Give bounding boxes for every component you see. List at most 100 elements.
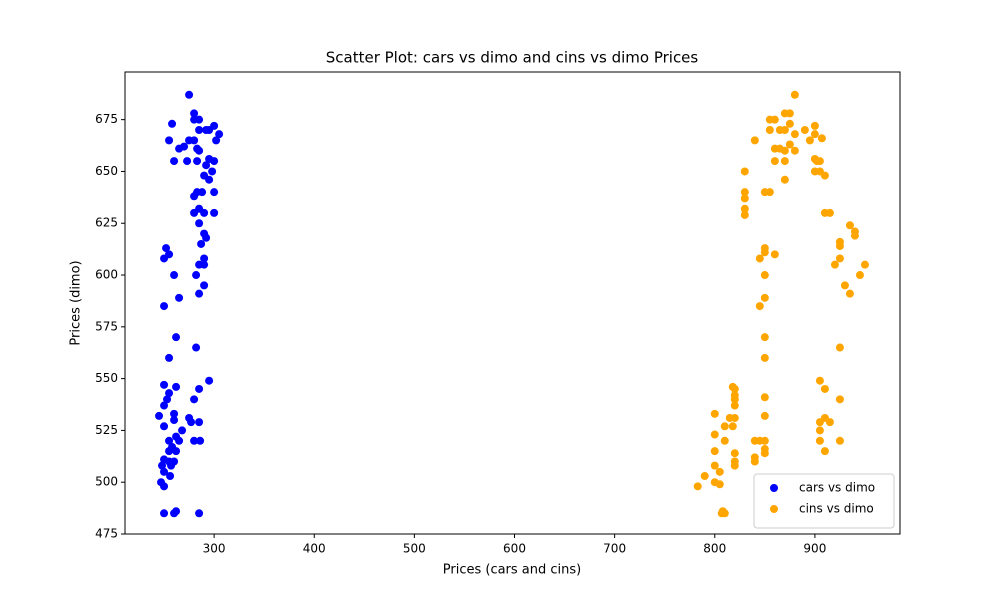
point [835,254,844,263]
y-tick-label: 475 [95,527,118,541]
point [815,157,824,166]
legend-marker [770,505,778,513]
point [730,449,739,458]
point [700,471,709,480]
point [170,409,179,418]
point [755,254,764,263]
point [192,343,201,352]
point [765,126,774,135]
point [760,333,769,342]
point [760,411,769,420]
point [780,126,789,135]
y-axis-label: Prices (dimo) [69,260,84,345]
point [197,239,206,248]
point [740,188,749,197]
point [190,109,199,118]
point [168,119,177,128]
point [810,121,819,130]
point [750,457,759,466]
point [166,471,175,480]
point [200,254,209,263]
y-tick-label: 550 [95,371,118,385]
point [190,395,199,404]
point [765,188,774,197]
point [720,422,729,431]
point [160,302,169,311]
point [850,231,859,240]
y-tick-label: 600 [95,268,118,282]
point [750,136,759,145]
point [815,436,824,445]
point [195,289,204,298]
point [210,188,219,197]
x-tick-label: 400 [303,542,326,556]
point [820,171,829,180]
point [158,461,167,470]
point [730,461,739,470]
point [195,509,204,518]
point [710,447,719,456]
point [205,376,214,385]
point [165,353,174,362]
point [800,126,809,135]
y-tick-label: 675 [95,112,118,126]
point [187,418,196,427]
point [710,409,719,418]
point [740,204,749,213]
point [785,109,794,118]
point [715,467,724,476]
y-tick-label: 575 [95,319,118,333]
point [215,130,224,139]
point [835,242,844,251]
point [172,507,181,516]
point [815,426,824,435]
y-tick-label: 525 [95,423,118,437]
point [175,144,184,153]
chart-title: Scatter Plot: cars vs dimo and cins vs d… [326,49,699,67]
point [202,161,211,170]
point [780,175,789,184]
point [170,271,179,280]
point [200,260,209,269]
point [820,447,829,456]
point [195,126,204,135]
x-tick-label: 600 [503,542,526,556]
point [860,260,869,269]
point [190,208,199,217]
point [190,436,199,445]
point [693,482,702,491]
point [160,380,169,389]
point [815,376,824,385]
x-tick-label: 900 [803,542,826,556]
point [740,210,749,219]
y-tick-label: 650 [95,164,118,178]
point [200,208,209,217]
point [740,167,749,176]
x-tick-label: 700 [603,542,626,556]
x-tick-label: 300 [203,542,226,556]
point [760,353,769,362]
point [845,289,854,298]
point [770,250,779,259]
point [160,467,169,476]
point [172,333,181,342]
point [820,384,829,393]
point [825,208,834,217]
point [163,395,172,404]
point [725,413,734,422]
point [165,136,174,145]
point [195,418,204,427]
point [845,221,854,230]
point [162,244,171,253]
point [200,281,209,290]
y-tick-label: 625 [95,216,118,230]
point [817,134,826,143]
point [835,436,844,445]
point [760,248,769,257]
point [710,461,719,470]
point [760,271,769,280]
point [835,395,844,404]
legend-box [753,473,895,529]
point [720,436,729,445]
